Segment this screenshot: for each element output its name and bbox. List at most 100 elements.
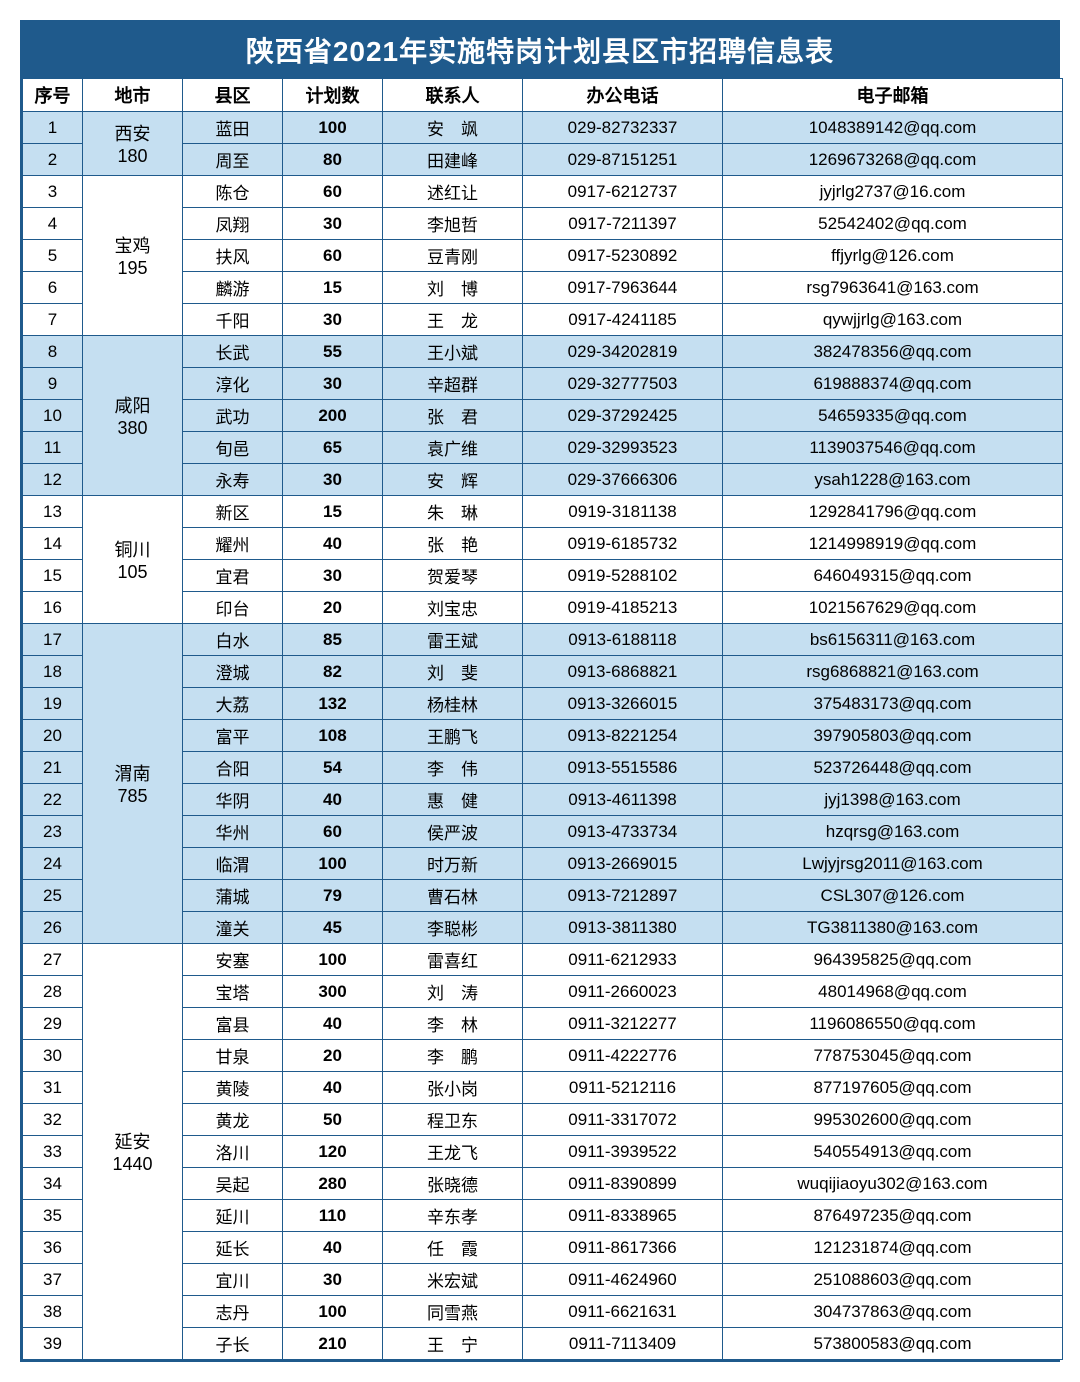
cell-county: 周至 — [183, 144, 283, 176]
cell-phone: 029-34202819 — [523, 336, 723, 368]
cell-contact: 朱 琳 — [383, 496, 523, 528]
cell-email: 877197605@qq.com — [723, 1072, 1063, 1104]
cell-county: 麟游 — [183, 272, 283, 304]
cell-seq: 18 — [23, 656, 83, 688]
cell-plan: 108 — [283, 720, 383, 752]
cell-email: 523726448@qq.com — [723, 752, 1063, 784]
cell-county: 白水 — [183, 624, 283, 656]
cell-email: rsg7963641@163.com — [723, 272, 1063, 304]
cell-phone: 029-82732337 — [523, 112, 723, 144]
cell-contact: 张小岗 — [383, 1072, 523, 1104]
cell-seq: 26 — [23, 912, 83, 944]
cell-contact: 王 宁 — [383, 1328, 523, 1360]
cell-contact: 刘 斐 — [383, 656, 523, 688]
cell-plan: 60 — [283, 240, 383, 272]
cell-county: 宝塔 — [183, 976, 283, 1008]
cell-contact: 袁广维 — [383, 432, 523, 464]
cell-plan: 100 — [283, 944, 383, 976]
cell-county: 华阴 — [183, 784, 283, 816]
cell-plan: 30 — [283, 368, 383, 400]
cell-county: 淳化 — [183, 368, 283, 400]
cell-phone: 0911-4222776 — [523, 1040, 723, 1072]
cell-plan: 40 — [283, 1008, 383, 1040]
col-city: 地市 — [83, 79, 183, 112]
cell-phone: 0913-3266015 — [523, 688, 723, 720]
cell-plan: 54 — [283, 752, 383, 784]
cell-county: 耀州 — [183, 528, 283, 560]
cell-email: 778753045@qq.com — [723, 1040, 1063, 1072]
cell-plan: 45 — [283, 912, 383, 944]
cell-plan: 30 — [283, 208, 383, 240]
cell-plan: 30 — [283, 464, 383, 496]
table-row: 13铜川105新区15朱 琳0919-31811381292841796@qq.… — [23, 496, 1063, 528]
cell-phone: 029-32993523 — [523, 432, 723, 464]
cell-plan: 30 — [283, 304, 383, 336]
city-name: 西安 — [87, 120, 178, 146]
cell-email: 1214998919@qq.com — [723, 528, 1063, 560]
cell-email: wuqijiaoyu302@163.com — [723, 1168, 1063, 1200]
cell-email: qywjjrlg@163.com — [723, 304, 1063, 336]
cell-plan: 110 — [283, 1200, 383, 1232]
cell-seq: 38 — [23, 1296, 83, 1328]
cell-phone: 0917-7211397 — [523, 208, 723, 240]
cell-county: 蓝田 — [183, 112, 283, 144]
cell-email: 54659335@qq.com — [723, 400, 1063, 432]
cell-contact: 王鹏飞 — [383, 720, 523, 752]
cell-contact: 时万新 — [383, 848, 523, 880]
cell-seq: 13 — [23, 496, 83, 528]
table-row: 8咸阳380长武55王小斌029-34202819382478356@qq.co… — [23, 336, 1063, 368]
cell-plan: 300 — [283, 976, 383, 1008]
cell-email: 397905803@qq.com — [723, 720, 1063, 752]
cell-county: 千阳 — [183, 304, 283, 336]
cell-phone: 0913-8221254 — [523, 720, 723, 752]
cell-plan: 40 — [283, 784, 383, 816]
city-total: 105 — [87, 562, 178, 583]
cell-seq: 7 — [23, 304, 83, 336]
cell-county: 蒲城 — [183, 880, 283, 912]
cell-seq: 39 — [23, 1328, 83, 1360]
cell-plan: 210 — [283, 1328, 383, 1360]
cell-county: 延长 — [183, 1232, 283, 1264]
city-name: 宝鸡 — [87, 232, 178, 258]
cell-contact: 辛东孝 — [383, 1200, 523, 1232]
cell-seq: 9 — [23, 368, 83, 400]
cell-plan: 30 — [283, 560, 383, 592]
cell-phone: 0913-5515586 — [523, 752, 723, 784]
city-total: 785 — [87, 786, 178, 807]
cell-phone: 0919-3181138 — [523, 496, 723, 528]
cell-plan: 15 — [283, 272, 383, 304]
col-email: 电子邮箱 — [723, 79, 1063, 112]
cell-seq: 35 — [23, 1200, 83, 1232]
cell-seq: 10 — [23, 400, 83, 432]
cell-contact: 米宏斌 — [383, 1264, 523, 1296]
cell-seq: 6 — [23, 272, 83, 304]
cell-email: 1139037546@qq.com — [723, 432, 1063, 464]
cell-phone: 0913-4733734 — [523, 816, 723, 848]
cell-seq: 19 — [23, 688, 83, 720]
cell-contact: 张晓德 — [383, 1168, 523, 1200]
cell-contact: 李 伟 — [383, 752, 523, 784]
table-row: 1西安180蓝田100安 飒029-827323371048389142@qq.… — [23, 112, 1063, 144]
cell-contact: 惠 健 — [383, 784, 523, 816]
cell-plan: 55 — [283, 336, 383, 368]
cell-contact: 述红让 — [383, 176, 523, 208]
cell-email: 1196086550@qq.com — [723, 1008, 1063, 1040]
cell-county: 长武 — [183, 336, 283, 368]
cell-seq: 4 — [23, 208, 83, 240]
cell-phone: 0911-6212933 — [523, 944, 723, 976]
cell-seq: 15 — [23, 560, 83, 592]
cell-contact: 贺爱琴 — [383, 560, 523, 592]
cell-contact: 杨桂林 — [383, 688, 523, 720]
col-seq: 序号 — [23, 79, 83, 112]
cell-seq: 31 — [23, 1072, 83, 1104]
cell-seq: 23 — [23, 816, 83, 848]
cell-email: 52542402@qq.com — [723, 208, 1063, 240]
cell-county: 甘泉 — [183, 1040, 283, 1072]
cell-contact: 张 艳 — [383, 528, 523, 560]
cell-plan: 132 — [283, 688, 383, 720]
cell-plan: 40 — [283, 1232, 383, 1264]
cell-email: 1048389142@qq.com — [723, 112, 1063, 144]
cell-plan: 80 — [283, 144, 383, 176]
col-plan: 计划数 — [283, 79, 383, 112]
cell-email: 964395825@qq.com — [723, 944, 1063, 976]
